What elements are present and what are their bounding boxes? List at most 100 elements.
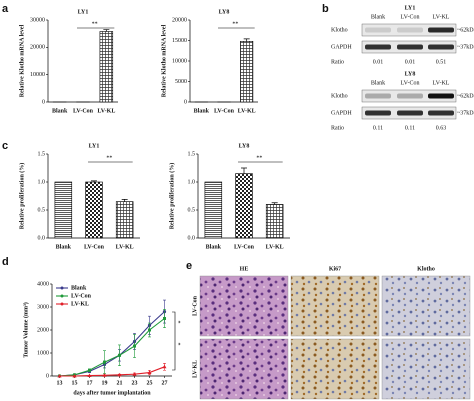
panel-label: a (2, 3, 9, 15)
y-tick-label: 0 (46, 373, 49, 379)
x-tick-label: 17 (87, 380, 93, 386)
band (365, 110, 391, 116)
row-label: Klotho (331, 27, 348, 33)
y-tick-label: 1000 (37, 350, 49, 356)
size-label: ~37kDa (457, 110, 474, 116)
band (397, 93, 423, 99)
lane-label: Blank (371, 80, 385, 86)
y-axis-label: Relative proliferation (%) (18, 163, 25, 230)
x-tick-label: LV-KL (116, 244, 134, 250)
y-tick-label: 10000 (30, 72, 45, 78)
column-label: Ki67 (329, 266, 341, 272)
column-label: Klotho (417, 266, 435, 272)
panel-label: b (322, 3, 329, 15)
y-tick-label: 0.5 (188, 207, 196, 213)
x-tick-label: 15 (72, 380, 78, 386)
blot-strip (361, 23, 457, 37)
band (365, 44, 391, 50)
ratio-value: 0.63 (436, 125, 447, 131)
y-tick-label: 1.0 (188, 179, 196, 185)
band (365, 93, 391, 99)
ratio-label: Ratio (331, 125, 344, 131)
x-tick-label: Blank (52, 108, 68, 114)
error-bar (241, 167, 247, 174)
row-label: Klotho (331, 93, 348, 99)
blot-strip (361, 89, 457, 103)
x-tick-label: LV-Con (84, 244, 105, 250)
micrograph (290, 338, 380, 400)
blot-title: LY8 (405, 71, 416, 77)
y-tick-label: 0.5 (38, 207, 46, 213)
ratio-label: Ratio (331, 59, 344, 65)
size-label: ~62kDa (457, 27, 474, 33)
x-tick-label: 19 (102, 380, 108, 386)
y-tick-label: 1.5 (38, 151, 46, 157)
lane-label: LV-Con (401, 80, 420, 86)
error-bar (91, 180, 97, 182)
x-tick-label: 21 (117, 380, 123, 386)
x-tick-label: LV-Con (73, 108, 94, 114)
panel-label: e (186, 260, 192, 272)
row-label: LV-KL (192, 360, 198, 378)
marker (102, 373, 107, 377)
marker (118, 353, 121, 357)
lane-label: LV-KL (433, 14, 450, 20)
x-tick-label: LV-KL (238, 108, 256, 114)
micrograph (381, 338, 471, 400)
x-axis-label: days after tumor implantation (73, 390, 151, 396)
annotation: * (175, 321, 181, 324)
x-tick-label: LV-Con (234, 244, 255, 250)
marker (103, 360, 106, 364)
y-axis-label: Tumor Volume (mm³) (22, 302, 29, 357)
y-tick-label: 2000 (37, 327, 49, 333)
marker (162, 364, 167, 369)
x-tick-label: Blank (56, 244, 72, 250)
band (428, 44, 454, 50)
x-tick-label: 23 (132, 380, 138, 386)
error-bar (103, 29, 110, 32)
series-line (59, 311, 165, 377)
micrograph (199, 275, 289, 337)
lane-label: LV-Con (401, 14, 420, 20)
y-tick-label: 1.5 (188, 151, 196, 157)
bar (235, 173, 253, 239)
y-tick-label: 30000 (30, 17, 45, 23)
micrograph (381, 275, 471, 337)
band (428, 110, 454, 116)
lane-label: LV-KL (433, 80, 450, 86)
y-tick-label: 0.0 (38, 235, 46, 241)
marker (132, 372, 137, 376)
x-tick-label: 25 (147, 380, 153, 386)
y-tick-label: 0 (184, 99, 187, 105)
band (365, 27, 391, 33)
y-tick-label: 0.0 (188, 235, 196, 241)
x-tick-label: 27 (162, 380, 168, 386)
series-line (59, 318, 165, 377)
column-label: HE (240, 266, 249, 272)
legend-label: LV-Con (71, 293, 92, 299)
annotation: ** (92, 21, 98, 27)
error-bar (271, 202, 278, 205)
micrograph (199, 338, 289, 400)
bar (265, 204, 284, 239)
y-tick-label: 20000 (30, 45, 45, 51)
error-bar (243, 38, 250, 42)
annotation: ** (232, 21, 238, 27)
marker (88, 368, 91, 372)
x-tick-label: LV-KL (266, 244, 284, 250)
legend-marker (60, 294, 64, 298)
marker (87, 373, 92, 378)
panel-label: c (2, 140, 8, 152)
y-tick-label: 1.0 (38, 179, 46, 185)
y-tick-label: 5000 (175, 79, 187, 85)
y-axis-label: Relative Klotho mRNA level (161, 24, 167, 97)
y-tick-label: 10000 (172, 58, 187, 64)
y-axis-label: Relative proliferation (%) (168, 163, 175, 230)
bar (54, 181, 73, 239)
annotation: ** (256, 155, 262, 161)
chart-title: LY1 (78, 9, 89, 15)
size-label: ~37kDa (457, 44, 474, 50)
lane-label: Blank (371, 14, 385, 20)
